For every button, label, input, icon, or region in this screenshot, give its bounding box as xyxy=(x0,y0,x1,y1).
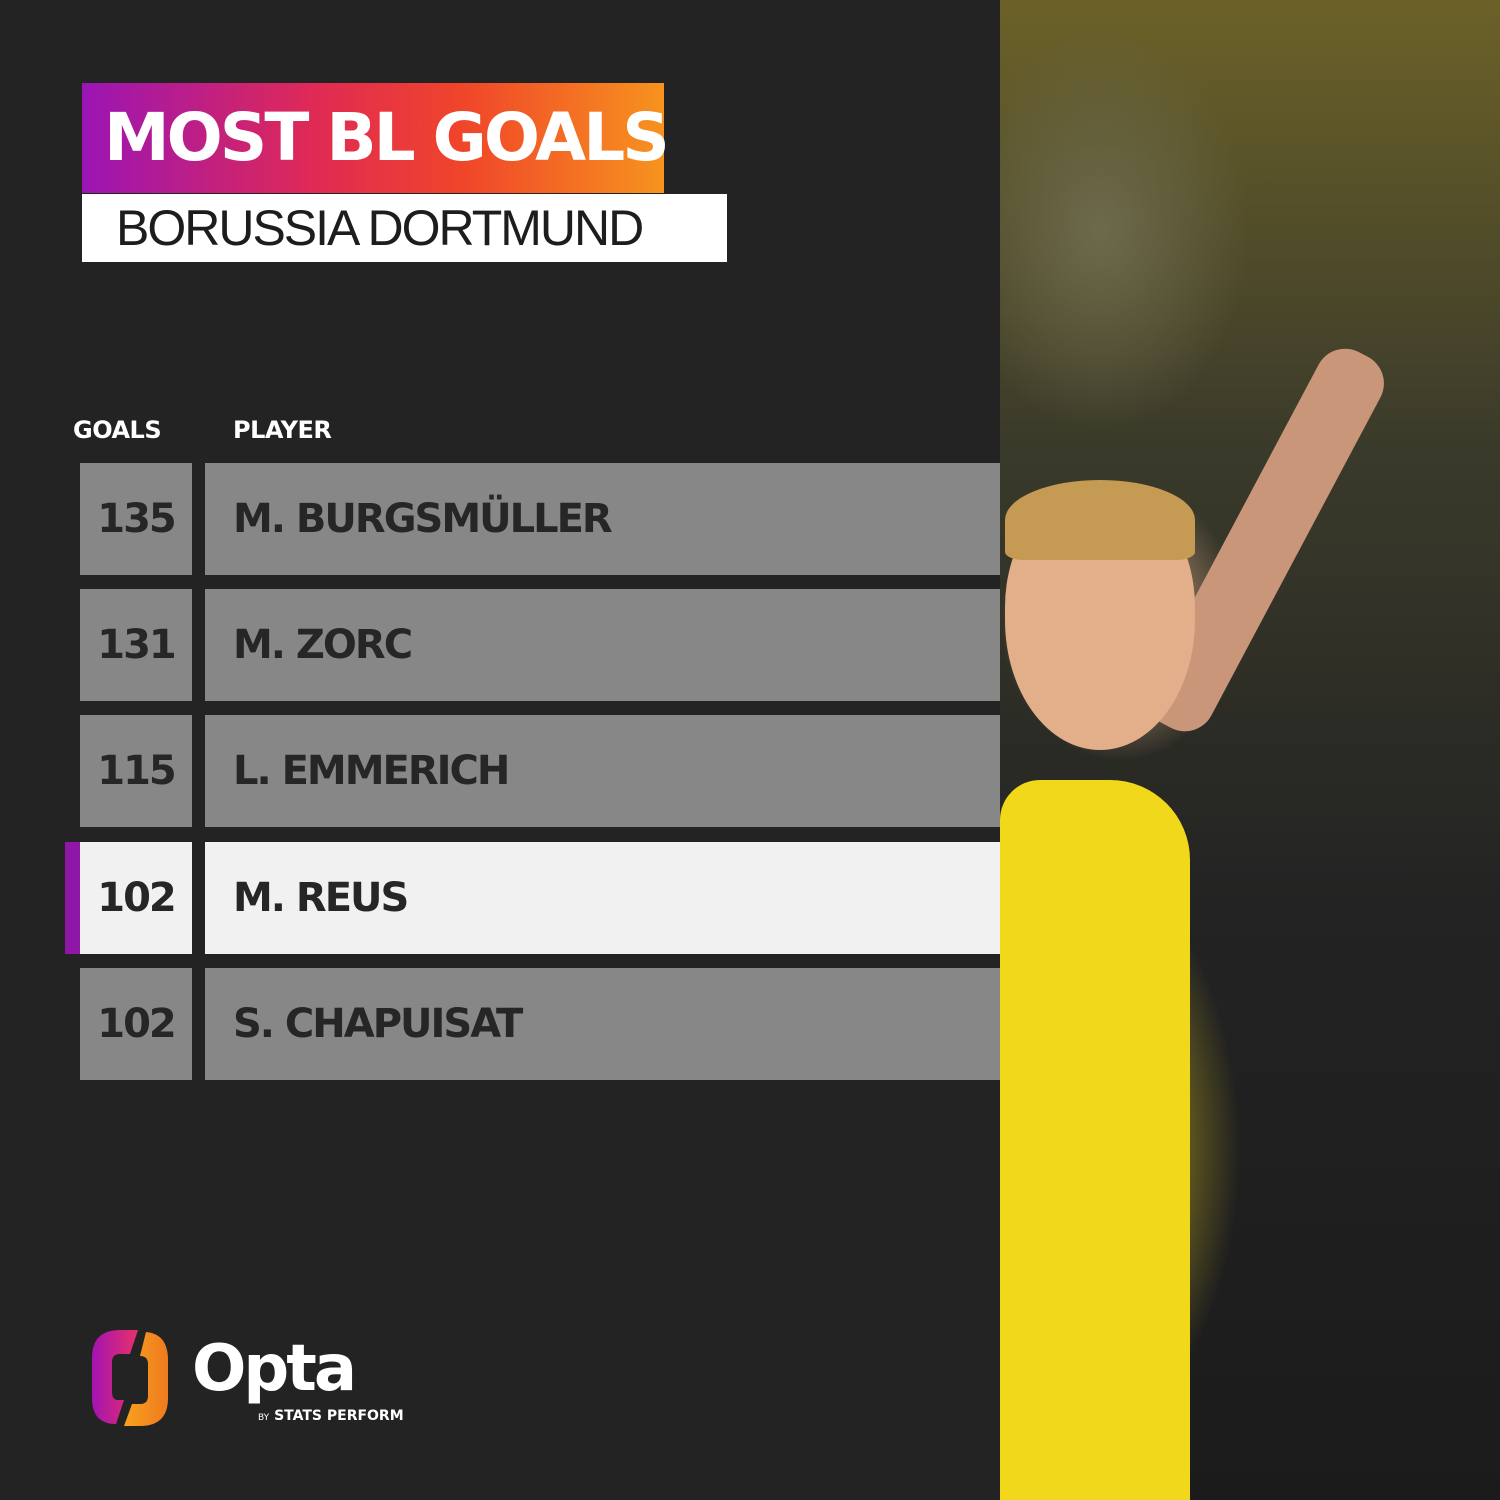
table-row-highlighted: 102 M. REUS xyxy=(65,842,1000,954)
goals-cell: 102 xyxy=(80,968,192,1080)
goals-value: 102 xyxy=(97,1001,177,1047)
player-cell: M. BURGSMÜLLER xyxy=(205,463,1000,575)
goals-cell: 131 xyxy=(80,589,192,701)
player-name: L. EMMERICH xyxy=(233,748,510,794)
player-hair xyxy=(1005,480,1195,560)
goals-value: 135 xyxy=(97,496,177,542)
player-name: M. REUS xyxy=(233,875,409,921)
table-row: 135 M. BURGSMÜLLER xyxy=(80,463,1000,575)
player-name: S. CHAPUISAT xyxy=(233,1001,523,1047)
goals-column-header: GOALS xyxy=(73,416,162,444)
player-column-header: PLAYER xyxy=(233,416,332,444)
brand-by: BY xyxy=(258,1413,270,1423)
table-row: 102 S. CHAPUISAT xyxy=(80,968,1000,1080)
brand-tagline-text: STATS PERFORM xyxy=(274,1408,404,1424)
highlight-marker xyxy=(65,842,80,954)
brand-tagline: BY STATS PERFORM xyxy=(258,1408,404,1426)
player-photo xyxy=(1000,0,1500,1500)
player-cell: L. EMMERICH xyxy=(205,715,1000,827)
subtitle: BORUSSIA DORTMUND xyxy=(116,200,644,256)
yellow-jersey xyxy=(1000,780,1190,1500)
table-row: 115 L. EMMERICH xyxy=(80,715,1000,827)
goals-cell: 135 xyxy=(80,463,192,575)
goals-value: 131 xyxy=(97,622,177,668)
goals-value: 102 xyxy=(97,875,177,921)
goals-cell: 102 xyxy=(80,842,192,954)
goals-value: 115 xyxy=(97,748,177,794)
goals-cell: 115 xyxy=(80,715,192,827)
player-name: M. BURGSMÜLLER xyxy=(233,496,613,542)
title-banner: MOST BL GOALS xyxy=(82,83,670,193)
brand-name: Opta xyxy=(192,1332,357,1406)
table-row: 131 M. ZORC xyxy=(80,589,1000,701)
subtitle-banner: BORUSSIA DORTMUND xyxy=(82,194,727,262)
opta-logo-icon xyxy=(92,1330,168,1426)
title: MOST BL GOALS xyxy=(104,99,670,176)
player-cell: M. ZORC xyxy=(205,589,1000,701)
player-cell: M. REUS xyxy=(205,842,1000,954)
player-name: M. ZORC xyxy=(233,622,413,668)
player-cell: S. CHAPUISAT xyxy=(205,968,1000,1080)
